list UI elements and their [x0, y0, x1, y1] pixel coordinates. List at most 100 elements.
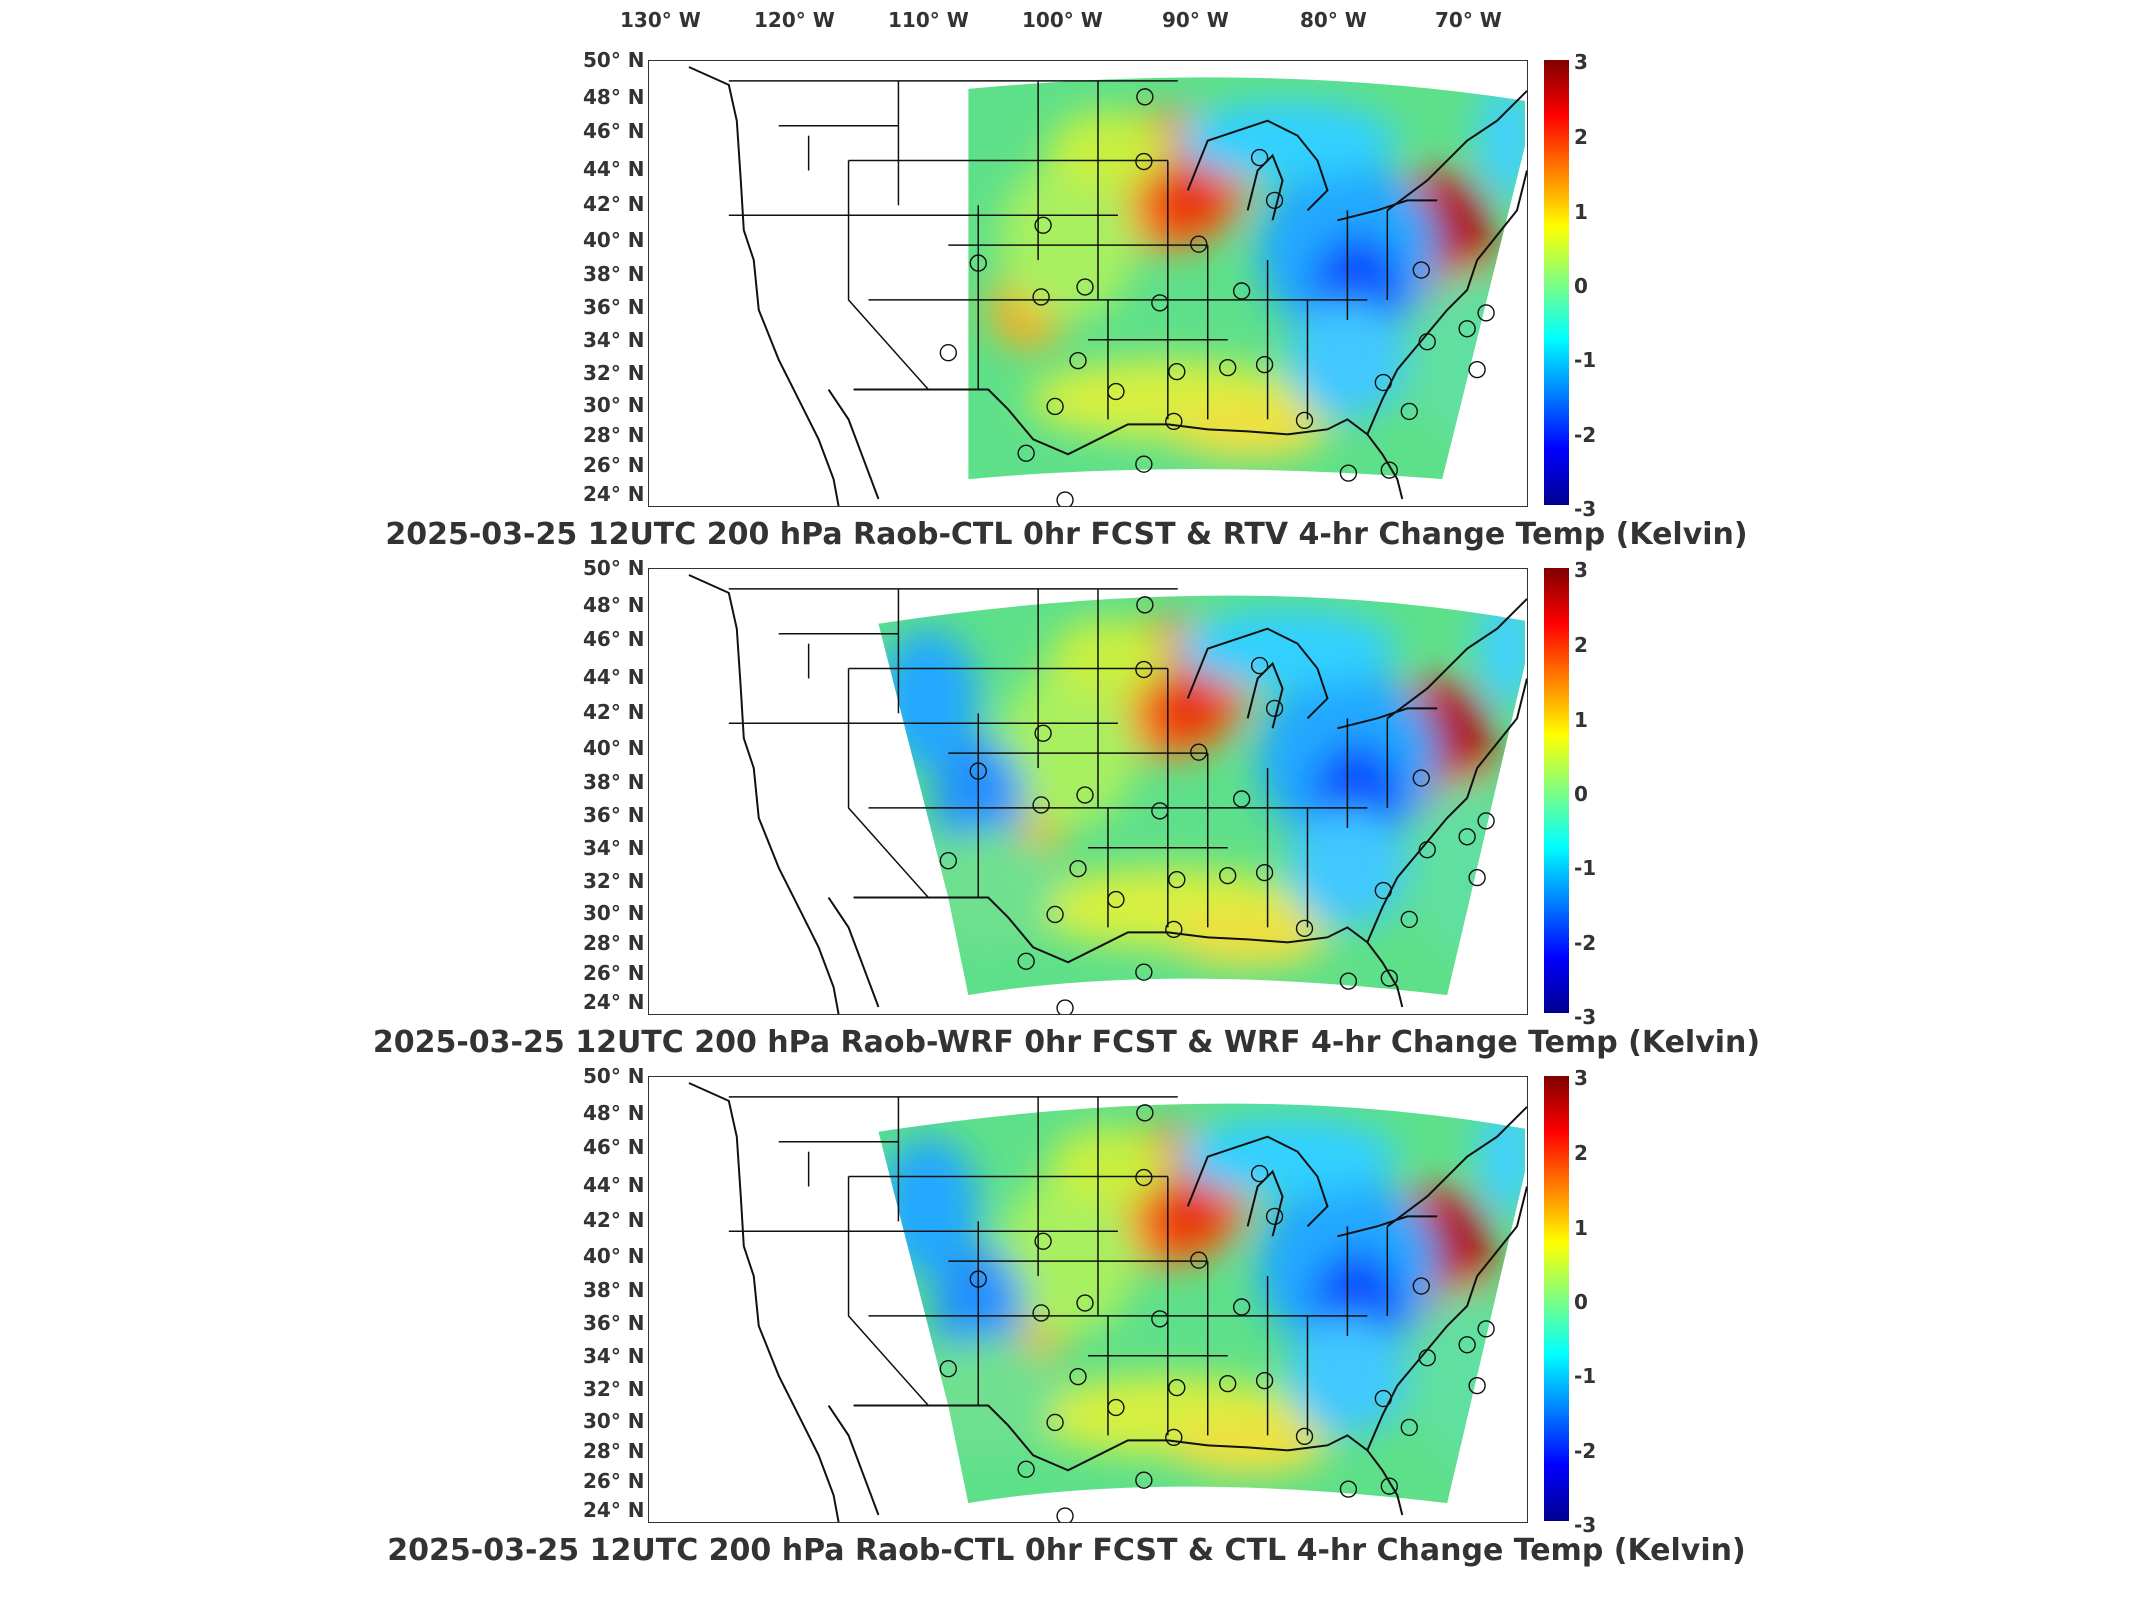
temperature-field — [878, 1103, 1526, 1504]
station-marker — [1056, 999, 1074, 1014]
raob-stations — [939, 1104, 1495, 1522]
colorbar-tick: -2 — [1574, 423, 1597, 447]
station-marker — [1190, 235, 1208, 253]
lon-label: 90° W — [1162, 8, 1229, 32]
raob-stations — [939, 88, 1495, 506]
panel-title: 2025-03-25 12UTC 200 hPa Raob-WRF 0hr FC… — [372, 1025, 1761, 1060]
map-frame — [648, 60, 1528, 507]
lat-label: 44° N — [583, 1173, 645, 1197]
station-marker — [1477, 304, 1495, 322]
lat-label: 30° N — [583, 393, 645, 417]
station-marker — [1107, 382, 1125, 401]
station-marker — [1458, 320, 1476, 338]
lat-label: 32° N — [583, 1377, 645, 1401]
station-marker — [1151, 294, 1169, 312]
colorbar — [1544, 568, 1569, 1013]
lat-label: 42° N — [583, 700, 645, 724]
station-marker — [1017, 952, 1035, 970]
station-marker — [1339, 1480, 1358, 1498]
station-marker — [939, 1360, 957, 1378]
station-marker — [1380, 1477, 1398, 1495]
lat-label: 38° N — [583, 1278, 645, 1302]
station-marker — [1295, 1427, 1314, 1446]
lat-label: 24° N — [583, 990, 645, 1014]
map-canvas — [688, 66, 1527, 506]
station-marker — [1165, 412, 1183, 431]
station-marker — [1046, 397, 1064, 416]
station-marker — [1400, 910, 1418, 929]
map-frame — [648, 568, 1528, 1015]
lon-label: 130° W — [620, 8, 701, 32]
lat-label: 24° N — [583, 482, 645, 506]
station-marker — [1168, 870, 1186, 889]
colorbar — [1544, 1076, 1569, 1521]
lat-label: 48° N — [583, 593, 645, 617]
colorbar-tick: -1 — [1574, 1364, 1597, 1388]
lat-label: 40° N — [583, 1244, 645, 1268]
station-marker — [1418, 841, 1436, 859]
lat-label: 36° N — [583, 295, 645, 319]
station-marker — [1032, 288, 1050, 306]
station-marker — [1265, 1207, 1284, 1226]
colorbar-tick: -2 — [1574, 1439, 1597, 1463]
colorbar-tick: 2 — [1574, 1141, 1588, 1165]
station-marker — [1418, 1349, 1436, 1367]
station-marker — [1069, 859, 1087, 878]
station-marker — [1374, 881, 1393, 900]
station-marker — [1219, 358, 1237, 377]
colorbar-tick: 3 — [1574, 558, 1588, 582]
station-marker — [1265, 191, 1284, 210]
station-marker — [1076, 1294, 1094, 1312]
station-marker — [1400, 1418, 1418, 1437]
station-marker — [1076, 786, 1094, 804]
lat-label: 50° N — [583, 48, 645, 72]
station-marker — [1032, 1304, 1050, 1322]
lat-label: 36° N — [583, 803, 645, 827]
colorbar-tick: -2 — [1574, 931, 1597, 955]
colorbar-tick: -1 — [1574, 856, 1597, 880]
lat-label: 50° N — [583, 1064, 645, 1088]
station-marker — [1190, 1251, 1208, 1269]
station-marker — [1135, 152, 1153, 171]
station-marker — [1468, 868, 1486, 887]
lat-label: 46° N — [583, 627, 645, 651]
station-marker — [1339, 972, 1358, 990]
raob-stations — [939, 596, 1495, 1014]
lat-label: 26° N — [583, 453, 645, 477]
colorbar-tick: 1 — [1574, 200, 1588, 224]
station-marker — [1477, 812, 1495, 830]
colorbar-tick: 0 — [1574, 274, 1588, 298]
panel-title: 2025-03-25 12UTC 200 hPa Raob-CTL 0hr FC… — [387, 1533, 1746, 1568]
colorbar-tick: -1 — [1574, 348, 1597, 372]
station-marker — [1046, 1413, 1064, 1432]
station-marker — [1250, 148, 1269, 167]
station-marker — [1374, 373, 1393, 392]
lat-label: 28° N — [583, 931, 645, 955]
station-marker — [1255, 355, 1274, 374]
station-marker — [1418, 333, 1436, 351]
station-marker — [1034, 724, 1052, 742]
station-marker — [1255, 1371, 1274, 1390]
boundary-lines — [688, 574, 1527, 1014]
station-marker — [969, 762, 987, 780]
boundary-lines — [688, 1082, 1527, 1522]
station-marker — [1168, 1378, 1186, 1397]
lat-label: 48° N — [583, 1101, 645, 1125]
lat-label: 50° N — [583, 556, 645, 580]
station-marker — [1295, 411, 1314, 430]
station-marker — [1400, 402, 1418, 421]
station-marker — [1255, 863, 1274, 882]
station-marker — [1168, 362, 1186, 381]
station-marker — [1232, 790, 1251, 808]
station-marker — [1232, 1298, 1251, 1316]
station-marker — [1165, 920, 1183, 939]
lat-label: 38° N — [583, 262, 645, 286]
lon-label: 110° W — [888, 8, 969, 32]
lat-label: 24° N — [583, 1498, 645, 1522]
lat-label: 40° N — [583, 228, 645, 252]
station-marker — [1232, 282, 1251, 300]
lat-label: 32° N — [583, 361, 645, 385]
station-marker — [939, 852, 957, 870]
colorbar-tick: 1 — [1574, 708, 1588, 732]
temperature-field — [968, 77, 1526, 480]
